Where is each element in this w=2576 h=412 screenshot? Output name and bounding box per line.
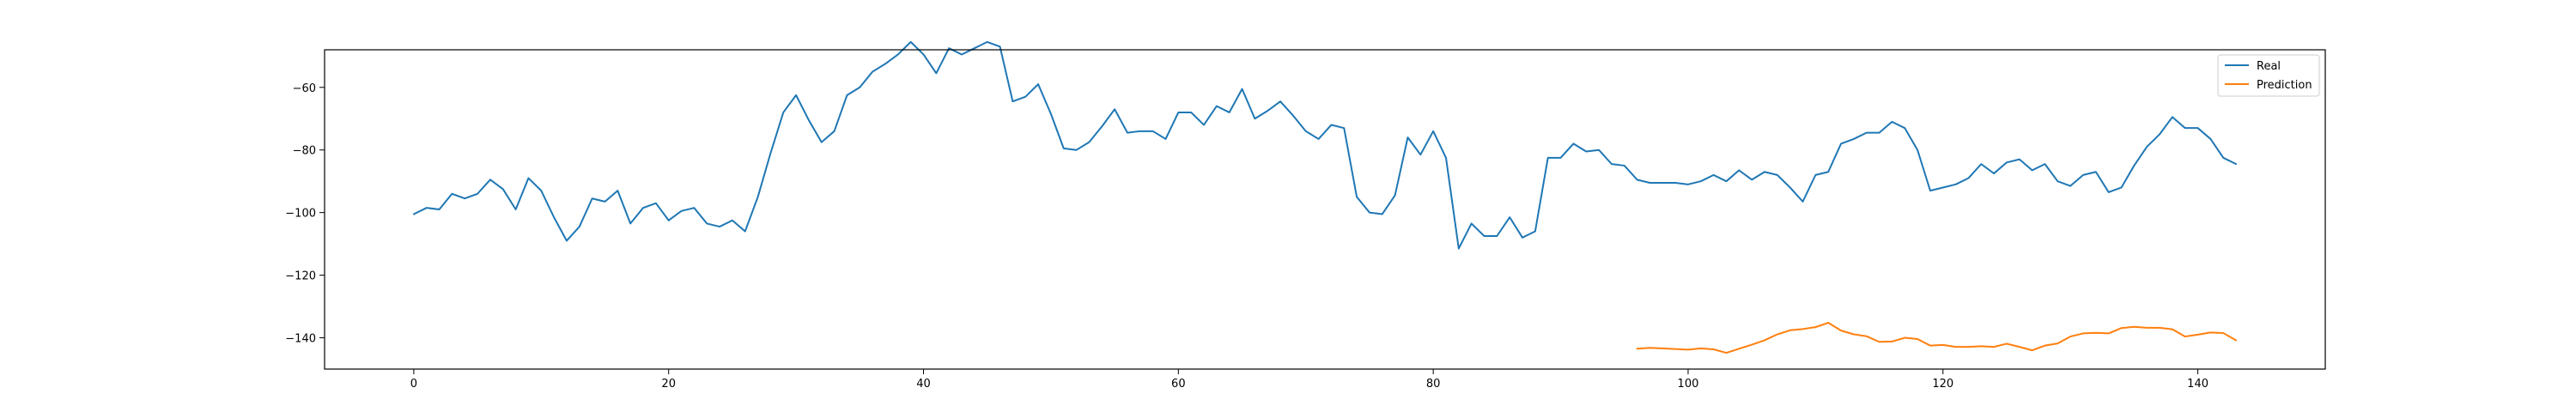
plot-frame — [324, 49, 2326, 370]
legend-label-real: Real — [2257, 60, 2281, 73]
legend-label-prediction: Prediction — [2257, 79, 2312, 92]
x-tick-label: 120 — [1932, 378, 1953, 391]
y-tick-label: −80 — [293, 145, 316, 158]
x-tick-label: 40 — [916, 378, 931, 391]
x-tick-label: 140 — [2187, 378, 2208, 391]
y-axis-ticks: −140 −120 −100 −80 −60 — [285, 82, 325, 346]
y-tick-label: −140 — [285, 333, 316, 346]
x-tick-label: 80 — [1426, 378, 1441, 391]
series-lines — [412, 40, 2238, 354]
y-tick-label: −100 — [285, 208, 316, 221]
series-line-prediction — [1636, 322, 2238, 354]
x-tick-label: 60 — [1171, 378, 1186, 391]
y-tick-label: −60 — [293, 82, 316, 95]
x-axis-ticks: 0 20 40 60 80 100 120 140 — [410, 369, 2208, 391]
y-tick-label: −120 — [285, 270, 316, 283]
legend: Real Prediction — [2217, 54, 2320, 97]
x-tick-label: 20 — [661, 378, 676, 391]
x-tick-label: 0 — [410, 378, 417, 391]
series-line-real — [412, 40, 2238, 250]
x-tick-label: 100 — [1678, 378, 1699, 391]
